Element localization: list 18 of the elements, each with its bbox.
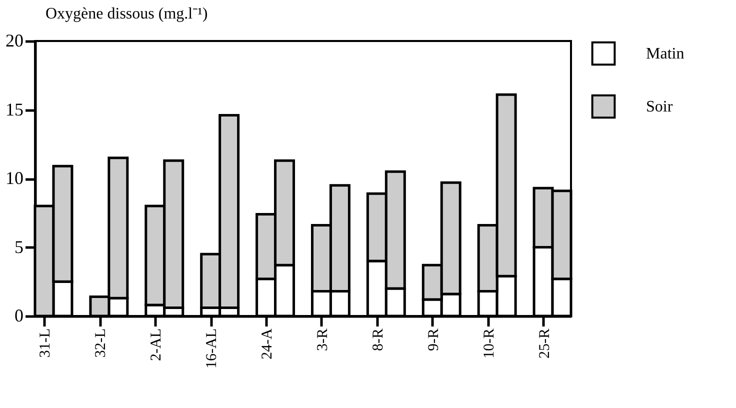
x-tick-label: 8-R [370, 328, 386, 351]
x-tick-label: 9-R [426, 328, 442, 351]
y-tick-label: 0 [14, 306, 24, 326]
legend-label: Matin [646, 46, 684, 62]
x-tick-label: 24-A [260, 328, 276, 360]
legend-label: Soir [646, 98, 674, 116]
y-tick-label: 5 [14, 236, 24, 257]
y-tick-label: 15 [6, 99, 24, 120]
x-tick-label: 10-R [481, 328, 498, 358]
y-tick-label: 10 [6, 168, 24, 188]
x-tick-label: 16-AL [204, 328, 220, 368]
x-tick-label: 3-R [314, 328, 331, 351]
x-tick-label: 31-L [38, 328, 54, 358]
x-tick-label: 32-L [93, 328, 110, 358]
y-axis-title: Oxygène dissous (mg.l⁻¹) [46, 6, 208, 22]
x-tick-label: 2-AL [148, 328, 165, 361]
y-tick-label: 20 [6, 30, 24, 50]
x-tick-label: 25-R [536, 328, 553, 358]
